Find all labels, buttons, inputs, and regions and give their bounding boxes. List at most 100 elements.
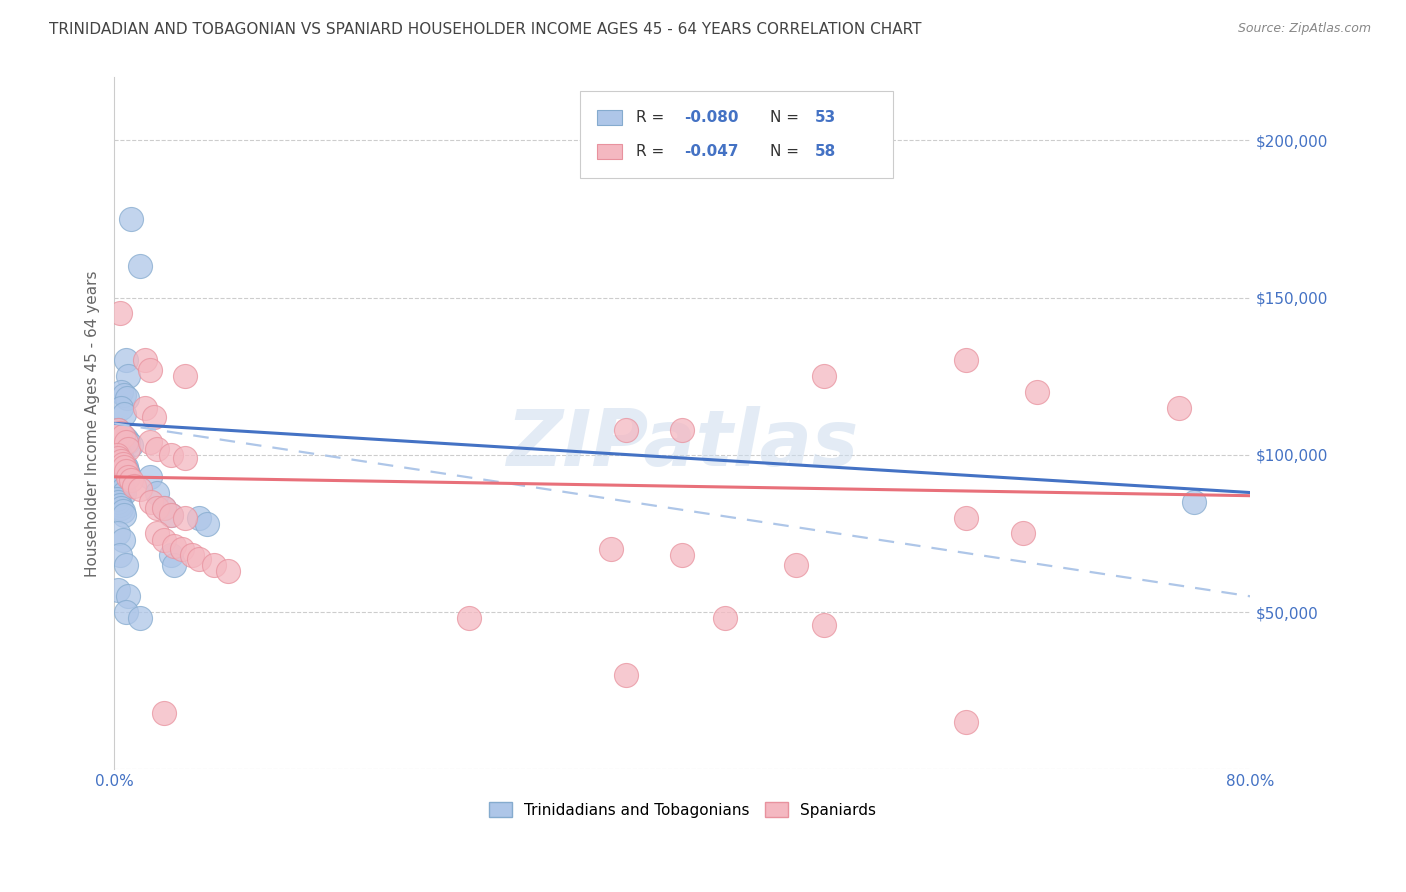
Text: 58: 58 [815, 144, 837, 159]
Point [128, 611, 150, 625]
Point [785, 558, 807, 572]
Point [153, 501, 176, 516]
Point [955, 353, 977, 368]
Point [111, 504, 134, 518]
Point [105, 448, 128, 462]
Point [111, 457, 134, 471]
Point [107, 582, 129, 597]
Point [163, 558, 186, 572]
Point [160, 508, 183, 522]
Point [117, 590, 139, 604]
Point [108, 498, 131, 512]
Point [153, 706, 176, 720]
Point [139, 495, 162, 509]
Point [107, 423, 129, 437]
Point [114, 460, 136, 475]
Point [108, 549, 131, 563]
Point [120, 473, 142, 487]
Point [112, 460, 135, 475]
Point [128, 483, 150, 497]
Point [117, 470, 139, 484]
Point [111, 454, 134, 468]
Point [188, 510, 211, 524]
Text: 53: 53 [815, 110, 837, 125]
Point [117, 369, 139, 384]
Text: ZIPatlas: ZIPatlas [506, 406, 859, 483]
Point [107, 423, 129, 437]
Point [955, 510, 977, 524]
Point [138, 470, 160, 484]
Point [110, 454, 132, 468]
Text: -0.047: -0.047 [685, 144, 740, 159]
FancyBboxPatch shape [581, 91, 893, 178]
Point [107, 444, 129, 458]
Point [122, 479, 145, 493]
Y-axis label: Householder Income Ages 45 - 64 years: Householder Income Ages 45 - 64 years [86, 270, 100, 576]
Point [143, 410, 166, 425]
Point [110, 479, 132, 493]
Point [1182, 495, 1205, 509]
Point [1012, 526, 1035, 541]
Point [107, 450, 129, 465]
Point [813, 369, 835, 384]
Text: -0.080: -0.080 [685, 110, 740, 125]
Point [110, 501, 132, 516]
Point [671, 549, 693, 563]
Text: Source: ZipAtlas.com: Source: ZipAtlas.com [1237, 22, 1371, 36]
Point [714, 611, 737, 625]
Point [111, 429, 134, 443]
Point [202, 558, 225, 572]
Point [128, 259, 150, 273]
Point [108, 425, 131, 440]
Point [174, 369, 197, 384]
Point [114, 432, 136, 446]
Point [614, 668, 637, 682]
Point [188, 551, 211, 566]
Text: N =: N = [770, 144, 804, 159]
Point [174, 450, 197, 465]
Point [138, 363, 160, 377]
Point [112, 457, 135, 471]
Point [160, 448, 183, 462]
Point [120, 438, 142, 452]
Point [105, 491, 128, 506]
Point [114, 353, 136, 368]
Point [108, 476, 131, 491]
Point [146, 485, 169, 500]
Point [117, 442, 139, 456]
Text: R =: R = [636, 110, 669, 125]
Point [115, 391, 138, 405]
Point [107, 526, 129, 541]
Point [134, 353, 156, 368]
Point [111, 429, 134, 443]
Point [813, 617, 835, 632]
Point [108, 448, 131, 462]
Point [112, 407, 135, 421]
Point [671, 423, 693, 437]
Point [458, 611, 481, 625]
Point [174, 510, 197, 524]
Point [107, 495, 129, 509]
Point [146, 526, 169, 541]
Point [110, 401, 132, 415]
Point [1168, 401, 1191, 415]
Point [114, 558, 136, 572]
Point [110, 384, 132, 399]
Point [112, 508, 135, 522]
Point [160, 508, 183, 522]
Point [195, 516, 218, 531]
Text: TRINIDADIAN AND TOBAGONIAN VS SPANIARD HOUSEHOLDER INCOME AGES 45 - 64 YEARS COR: TRINIDADIAN AND TOBAGONIAN VS SPANIARD H… [49, 22, 922, 37]
Point [105, 442, 128, 456]
Point [600, 542, 623, 557]
Point [105, 470, 128, 484]
Point [146, 501, 169, 516]
Point [111, 483, 134, 497]
Point [110, 450, 132, 465]
Point [117, 435, 139, 450]
Text: R =: R = [636, 144, 669, 159]
FancyBboxPatch shape [598, 110, 621, 125]
Legend: Trinidadians and Tobagonians, Spaniards: Trinidadians and Tobagonians, Spaniards [482, 796, 882, 824]
Point [114, 435, 136, 450]
Point [108, 306, 131, 320]
Text: N =: N = [770, 110, 804, 125]
